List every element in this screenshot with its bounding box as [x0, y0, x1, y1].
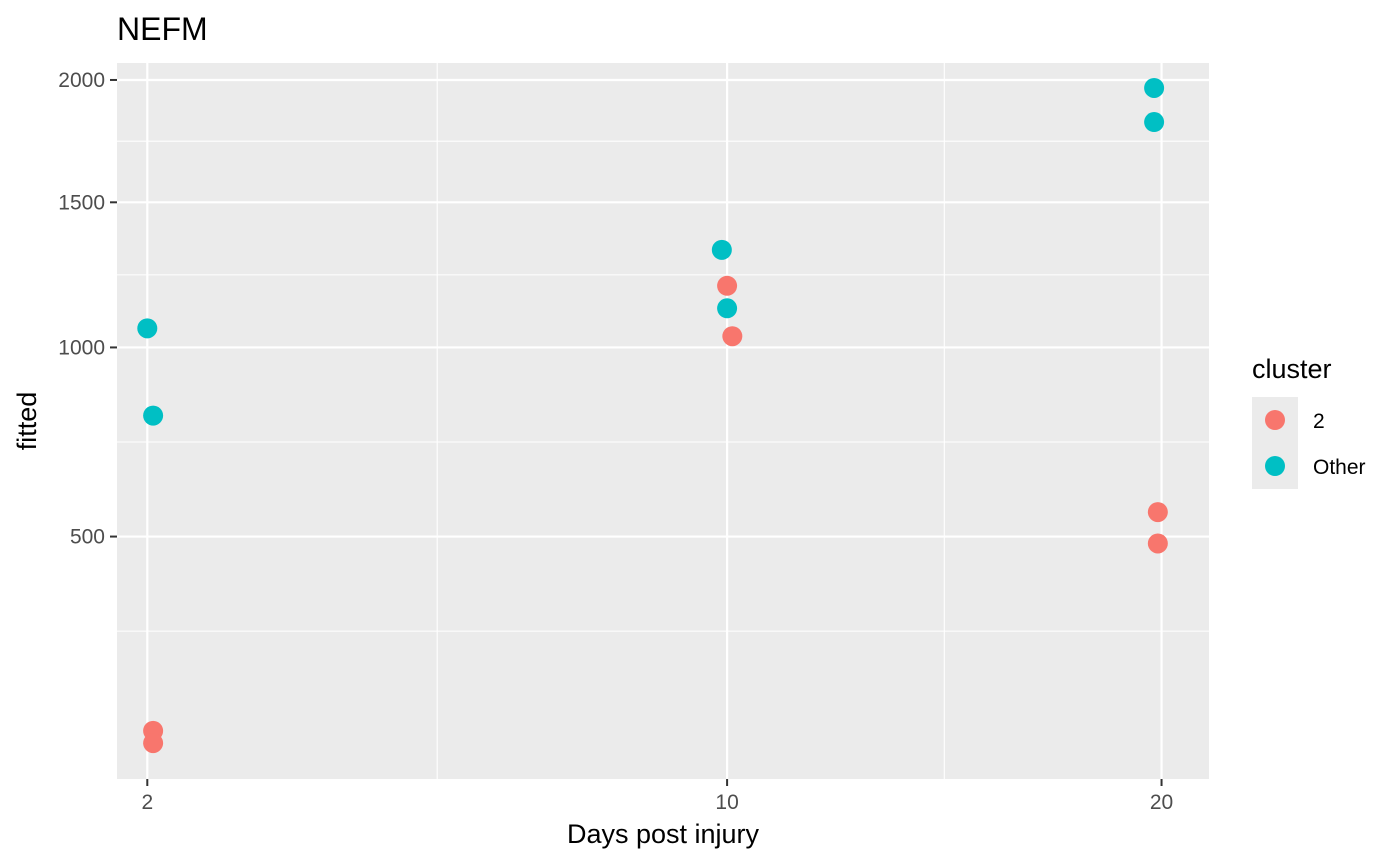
x-axis-label: Days post injury: [567, 819, 760, 849]
point-cluster-2: [717, 275, 738, 296]
major-gridlines: [117, 63, 1209, 779]
y-tick-label: 1500: [58, 191, 105, 214]
plot-panel: [117, 63, 1209, 779]
x-axis: 2 10 20: [141, 779, 1173, 814]
point-other: [1144, 112, 1165, 133]
y-axis: 500 1000 1500 2000: [58, 69, 117, 549]
x-tick-label: 10: [715, 791, 738, 814]
chart-title: NEFM: [117, 11, 208, 47]
legend-label-cluster-2: 2: [1313, 410, 1325, 433]
y-tick-label: 500: [70, 526, 105, 549]
point-cluster-2: [143, 733, 164, 754]
point-cluster-2: [1147, 502, 1168, 523]
point-other: [717, 298, 738, 319]
point-other: [137, 318, 158, 339]
y-axis-label: fitted: [12, 392, 42, 451]
point-other: [711, 239, 732, 260]
legend-label-other: Other: [1313, 456, 1366, 479]
point-cluster-2: [722, 326, 743, 347]
point-other: [1144, 77, 1165, 98]
y-tick-label: 2000: [58, 69, 105, 92]
legend-title: cluster: [1252, 354, 1332, 384]
point-cluster-2: [1147, 533, 1168, 554]
y-tick-label: 1000: [58, 336, 105, 359]
legend-key-cluster-2: [1265, 410, 1285, 430]
legend-key-other: [1265, 456, 1285, 476]
x-tick-label: 20: [1150, 791, 1173, 814]
point-other: [143, 405, 164, 426]
x-tick-label: 2: [141, 791, 153, 814]
legend: cluster 2 Other: [1252, 354, 1366, 489]
data-points: [137, 77, 1168, 754]
minor-gridlines: [117, 63, 1209, 779]
